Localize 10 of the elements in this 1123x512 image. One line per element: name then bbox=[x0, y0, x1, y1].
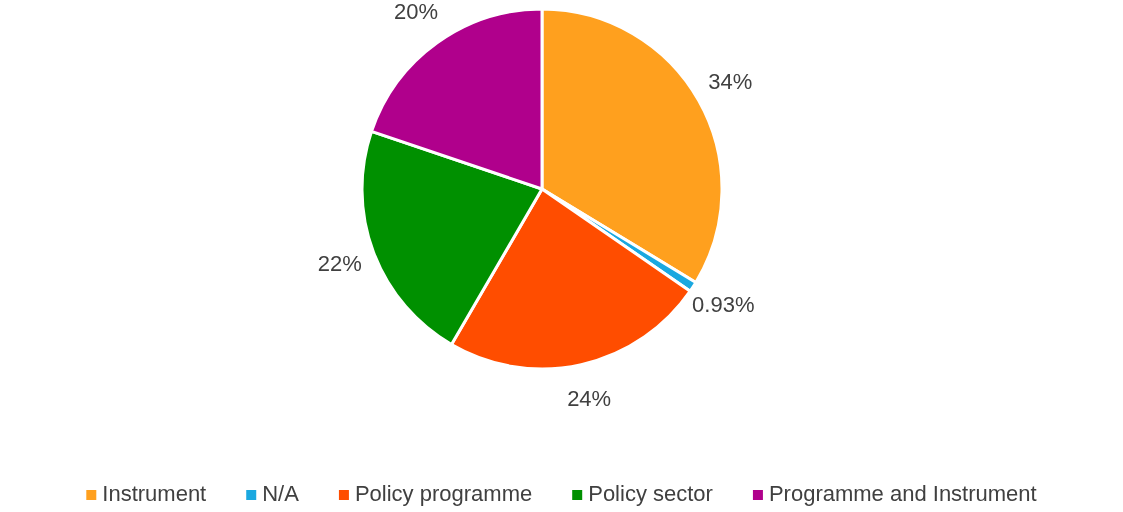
legend-label: Policy sector bbox=[588, 480, 713, 506]
legend-label: Instrument bbox=[102, 480, 207, 506]
data-label: 34% bbox=[708, 68, 753, 94]
data-label: 24% bbox=[567, 385, 612, 411]
data-label: 20% bbox=[394, 0, 439, 25]
legend-label: N/A bbox=[262, 480, 300, 506]
data-label: 0.93% bbox=[692, 292, 755, 318]
legend-label: Programme and Instrument bbox=[768, 480, 1037, 506]
legend-label: Policy programme bbox=[354, 480, 533, 506]
data-label: 22% bbox=[317, 250, 362, 276]
